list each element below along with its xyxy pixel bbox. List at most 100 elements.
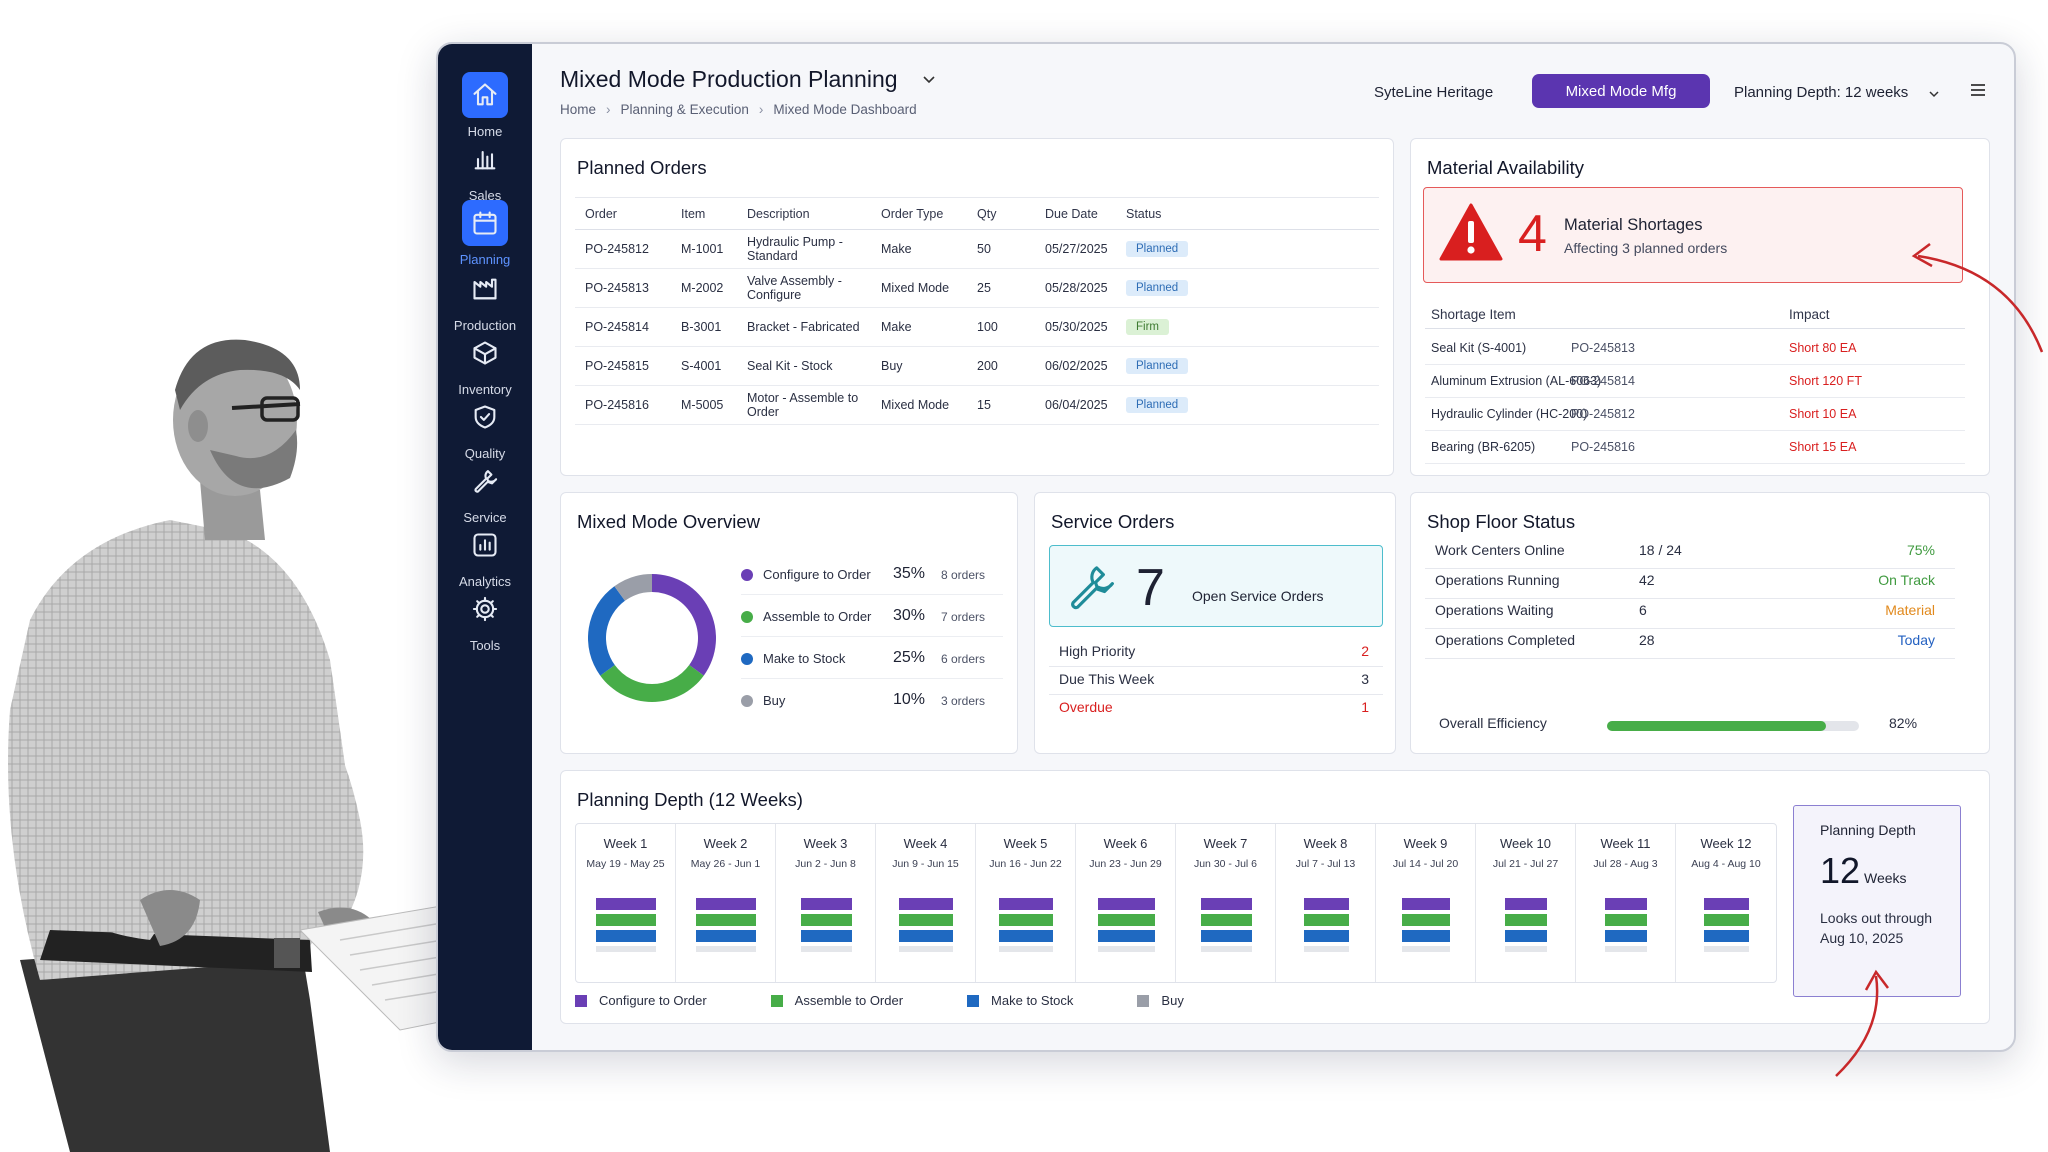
mix-percent: 35% (893, 565, 926, 582)
legend-dot (741, 611, 753, 623)
week-bar (696, 898, 756, 910)
status-badge: Planned (1126, 280, 1189, 296)
shop-floor-title: Shop Floor Status (1427, 511, 1576, 532)
table-row[interactable]: PO-245814 B-3001 Bracket - Fabricated Make 1… (575, 307, 1379, 347)
week-column[interactable]: Week 9 Jul 14 - Jul 20 (1376, 824, 1476, 982)
table-cell-type: Make (871, 229, 967, 269)
column-header[interactable]: Order Type (871, 197, 967, 230)
week-name: Week 12 (1700, 836, 1752, 851)
table-row[interactable]: PO-245816 M-5005 Motor - Assemble to Order… (575, 385, 1379, 425)
planning-depth-title: Planning Depth (12 Weeks) (577, 789, 803, 810)
sidebar-item-inventory[interactable]: Inventory (438, 330, 532, 406)
material-title: Material Availability (1427, 157, 1584, 178)
service-row-label: Due This Week (1059, 671, 1155, 687)
sidebar-item-label: Quality (464, 446, 506, 461)
service-row[interactable]: Due This Week 3 (1049, 661, 1383, 695)
donut-slice-2[interactable] (600, 665, 704, 702)
week-column[interactable]: Week 4 Jun 9 - Jun 15 (876, 824, 976, 982)
service-row[interactable]: Overdue 1 (1049, 689, 1383, 723)
menu-icon[interactable] (1968, 80, 1988, 100)
table-cell-status: Planned (1116, 385, 1379, 425)
week-column[interactable]: Week 11 Jul 28 - Aug 3 (1576, 824, 1676, 982)
week-dates: Jun 9 - Jun 15 (892, 858, 959, 870)
breadcrumb-planning[interactable]: Planning & Execution (620, 102, 749, 117)
column-header[interactable]: Description (737, 197, 871, 230)
column-header[interactable]: Status (1116, 197, 1379, 230)
table-cell-type: Mixed Mode (871, 268, 967, 308)
week-bar (899, 898, 953, 910)
shop-floor-value: 28 (1639, 632, 1655, 648)
week-bar (1097, 914, 1155, 926)
week-column[interactable]: Week 2 May 26 - Jun 1 (676, 824, 776, 982)
week-column[interactable]: Week 5 Jun 16 - Jun 22 (976, 824, 1076, 982)
chevron-down-icon[interactable] (1928, 88, 1940, 100)
week-name: Week 1 (603, 836, 648, 851)
open-service-orders[interactable]: 7 Open Service Orders (1049, 545, 1383, 627)
week-column[interactable]: Week 10 Jul 21 - Jul 27 (1476, 824, 1576, 982)
column-header[interactable]: Order (575, 197, 671, 230)
week-dates: May 26 - Jun 1 (690, 858, 761, 870)
week-bar (999, 914, 1053, 926)
week-column[interactable]: Week 12 Aug 4 - Aug 10 (1676, 824, 1776, 982)
chevron-down-icon[interactable] (922, 72, 936, 86)
legend-item: Configure to Order (575, 993, 707, 1008)
shortage-alert[interactable]: 4 Material Shortages Affecting 3 planned… (1423, 187, 1963, 283)
donut-slice-3[interactable] (588, 586, 625, 676)
shop-floor-status: Material (1885, 602, 1935, 618)
breadcrumb-home[interactable]: Home (560, 102, 597, 117)
legend-item: Buy (1137, 993, 1184, 1008)
week-column[interactable]: Week 7 Jun 30 - Jul 6 (1176, 824, 1276, 982)
week-column[interactable]: Week 1 May 19 - May 25 (576, 824, 676, 982)
table-cell-due: 05/30/2025 (1035, 307, 1116, 347)
shop-floor-value: 42 (1639, 572, 1655, 588)
shortage-row[interactable]: Aluminum Extrusion (AL-6063) PO-245814 Sho… (1425, 364, 1965, 398)
sidebar-item-service[interactable]: Service (438, 458, 532, 534)
column-header[interactable]: Due Date (1035, 197, 1116, 230)
shortage-row[interactable]: Seal Kit (S-4001) PO-245813 Short 80 EA (1425, 331, 1965, 365)
table-cell-type: Buy (871, 346, 967, 386)
sidebar-item-sales[interactable]: Sales (438, 136, 532, 212)
column-header[interactable]: Qty (967, 197, 1035, 230)
week-column[interactable]: Week 3 Jun 2 - Jun 8 (776, 824, 876, 982)
mix-orders: 6 orders (941, 652, 986, 666)
sidebar-item-planning[interactable]: Planning (438, 200, 532, 276)
shortage-order: PO-245812 (1571, 407, 1635, 421)
shortage-order: PO-245814 (1571, 374, 1635, 388)
week-dates: Jul 21 - Jul 27 (1492, 858, 1559, 870)
sidebar-item-label: Inventory (458, 382, 512, 397)
sidebar-item-quality[interactable]: Quality (438, 394, 532, 470)
sidebar-item-analytics[interactable]: Analytics (438, 522, 532, 598)
service-row[interactable]: High Priority 2 (1049, 633, 1383, 667)
sidebar-item-home[interactable]: Home (438, 72, 532, 148)
donut-slice-1[interactable] (652, 574, 716, 676)
table-row[interactable]: PO-245812 M-1001 Hydraulic Pump - Standard… (575, 229, 1379, 269)
header: Mixed Mode Production Planning Home › Pl… (532, 44, 2014, 136)
donut-slice-4[interactable] (614, 574, 652, 601)
shortage-row[interactable]: Bearing (BR-6205) PO-245816 Short 15 EA (1425, 430, 1965, 464)
mixed-mode-button[interactable]: Mixed Mode Mfg (1532, 74, 1710, 108)
column-header[interactable]: Item (671, 197, 737, 230)
planning-depth-select[interactable]: Planning Depth: 12 weeks (1734, 84, 1909, 101)
sidebar-item-tools[interactable]: Tools (438, 586, 532, 662)
legend-dot (741, 653, 753, 665)
shop-floor-value: 18 / 24 (1639, 542, 1682, 558)
mix-orders: 7 orders (941, 610, 986, 624)
heritage-toggle[interactable]: SyteLine Heritage (1374, 84, 1494, 101)
week-name: Week 9 (1403, 836, 1448, 851)
week-bar-buy (1605, 946, 1647, 952)
week-column[interactable]: Week 6 Jun 23 - Jun 29 (1076, 824, 1176, 982)
bar-chart-icon (462, 136, 508, 182)
planned-orders-card: Planned Orders Order Item Description Or… (560, 138, 1394, 476)
week-column[interactable]: Week 8 Jul 7 - Jul 13 (1276, 824, 1376, 982)
shortage-row[interactable]: Hydraulic Cylinder (HC-200) PO-245812 Shor… (1425, 397, 1965, 431)
mix-legend-row: Buy 10% 3 orders (741, 681, 1003, 721)
breadcrumb: Home › Planning & Execution › Mixed Mode… (560, 102, 917, 117)
calendar-icon (462, 200, 508, 246)
table-row[interactable]: PO-245815 S-4001 Seal Kit - Stock Buy 200 06/… (575, 346, 1379, 386)
legend-label: Configure to Order (599, 993, 707, 1008)
sidebar-item-production[interactable]: Production (438, 266, 532, 342)
planning-depth-summary: Planning Depth 12 Weeks Looks out throug… (1793, 805, 1961, 997)
shield-check-icon (462, 394, 508, 440)
week-bar (899, 930, 953, 942)
table-row[interactable]: PO-245813 M-2002 Valve Assembly - Configur… (575, 268, 1379, 308)
